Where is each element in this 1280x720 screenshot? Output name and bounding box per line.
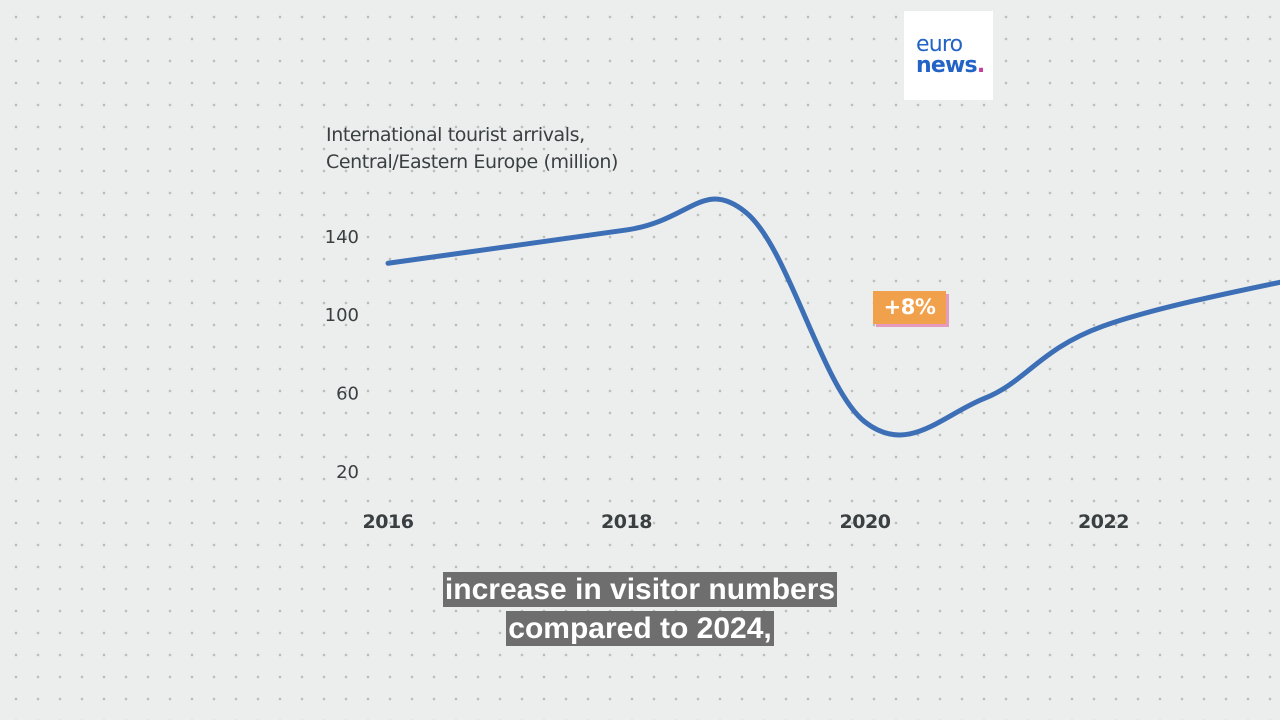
euronews-logo: euro news.	[904, 11, 993, 100]
logo-text-euro: euro	[916, 32, 963, 57]
x-tick-label: 2022	[1078, 511, 1129, 533]
x-tick-label: 2020	[840, 511, 891, 533]
logo-text-news: news	[916, 53, 978, 78]
change-badge: +8%	[873, 291, 946, 324]
subtitle-line-2: compared to 2024,	[0, 611, 1280, 646]
y-tick-label: 60	[336, 384, 359, 405]
series-line-actual	[385, 196, 1280, 438]
x-tick-label: 2016	[363, 511, 414, 533]
logo-dot: .	[976, 53, 985, 78]
y-tick-label: 20	[336, 462, 359, 483]
subtitle-line-1: increase in visitor numbers	[0, 572, 1280, 607]
chart-title-line-2: Central/Eastern Europe (million)	[326, 151, 618, 173]
x-tick-label: 2018	[601, 511, 652, 533]
y-tick-label: 140	[325, 227, 359, 248]
chart-title-line-1: International tourist arrivals,	[326, 124, 585, 146]
y-tick-label: 100	[325, 305, 359, 326]
subtitle-text-1: increase in visitor numbers	[442, 572, 838, 607]
subtitle-text-2: compared to 2024,	[506, 611, 774, 646]
